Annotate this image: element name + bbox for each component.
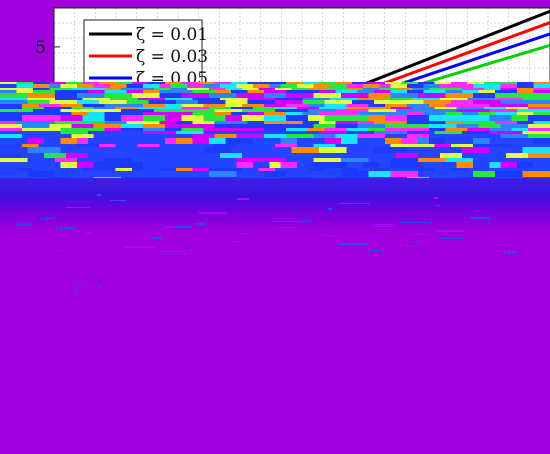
glitch-fleck: [328, 208, 332, 210]
glitch-strip: [0, 168, 550, 171]
glitch-strip: [0, 162, 550, 168]
glitch-fleck: [272, 221, 300, 222]
glitch-strip: [0, 153, 550, 158]
glitch-strip: [0, 90, 550, 93]
glitch-fleck: [435, 205, 440, 206]
glitch-fleck: [303, 220, 312, 221]
legend-label-0: ζ = 0.01: [136, 25, 208, 45]
glitch-strip: [0, 124, 550, 128]
glitch-fleck: [57, 250, 65, 251]
y-tick-label: 5: [35, 38, 46, 58]
glitch-strip: [0, 112, 550, 115]
glitch-fleck: [124, 246, 155, 248]
glitch-fleck: [229, 241, 242, 242]
glitch-strip: [0, 171, 550, 177]
glitch-strip: [0, 131, 550, 134]
glitch-fleck: [238, 233, 251, 234]
glitch-fleck: [320, 235, 333, 236]
glitch-strip: [0, 100, 550, 104]
glitch-fleck: [403, 245, 419, 246]
glitch-strip: [0, 138, 550, 144]
glitch-strip: [0, 121, 550, 124]
glitch-fleck: [470, 217, 491, 219]
glitch-fleck: [274, 227, 296, 228]
glitch-fleck: [434, 197, 438, 199]
glitch-strip: [0, 147, 550, 153]
glitch-fleck: [160, 251, 189, 252]
glitch-strip: [0, 115, 550, 121]
glitch-fleck: [371, 226, 397, 227]
glitch-fleck: [199, 212, 227, 214]
glitch-fleck: [237, 198, 249, 200]
glitch-fleck: [410, 234, 429, 235]
glitch-strip: [0, 144, 550, 147]
glitch-fleck: [164, 226, 175, 227]
axis-ticks: 5: [35, 38, 60, 58]
glitch-fleck: [338, 243, 369, 245]
glitch-fleck: [110, 200, 126, 201]
legend-label-1: ζ = 0.03: [136, 47, 208, 67]
glitch-fleck: [505, 251, 518, 253]
glitch-fleck: [435, 230, 464, 232]
glitch-fleck: [371, 250, 381, 251]
glitch-fleck: [440, 238, 465, 239]
glitch-strip: [0, 82, 550, 84]
glitch-fleck: [399, 222, 430, 223]
glitch-strip: [0, 158, 550, 162]
glitch-band: [0, 178, 550, 234]
glitch-strip: [0, 84, 550, 88]
glitch-fleck: [164, 226, 192, 228]
glitch-fleck: [196, 223, 205, 225]
glitch-fleck: [364, 236, 384, 237]
glitch-fleck: [339, 203, 370, 204]
glitch-fleck: [42, 218, 52, 219]
glitch-strip: [0, 134, 550, 138]
glitch-strip: [0, 104, 550, 107]
glitch-dot: [78, 285, 81, 287]
legend-box: [83, 19, 203, 85]
glitch-fleck: [57, 227, 75, 229]
glitch-fleck: [97, 194, 101, 196]
glitch-fleck: [330, 236, 346, 237]
glitch-dot: [74, 289, 77, 291]
glitch-fleck: [375, 224, 395, 225]
glitch-strip: [0, 98, 550, 100]
glitch-strip: [0, 128, 550, 131]
glitch-fleck: [17, 223, 31, 225]
glitch-strip: [0, 88, 550, 90]
glitch-strip: [0, 109, 550, 112]
glitch-dot: [98, 286, 101, 288]
legend: ζ = 0.01ζ = 0.03ζ = 0.05: [83, 19, 208, 89]
glitch-strip: [0, 107, 550, 109]
glitch-fleck: [86, 232, 91, 234]
glitch-strip: [0, 93, 550, 98]
glitch-fleck: [66, 207, 90, 208]
glitch-fleck: [151, 237, 162, 239]
